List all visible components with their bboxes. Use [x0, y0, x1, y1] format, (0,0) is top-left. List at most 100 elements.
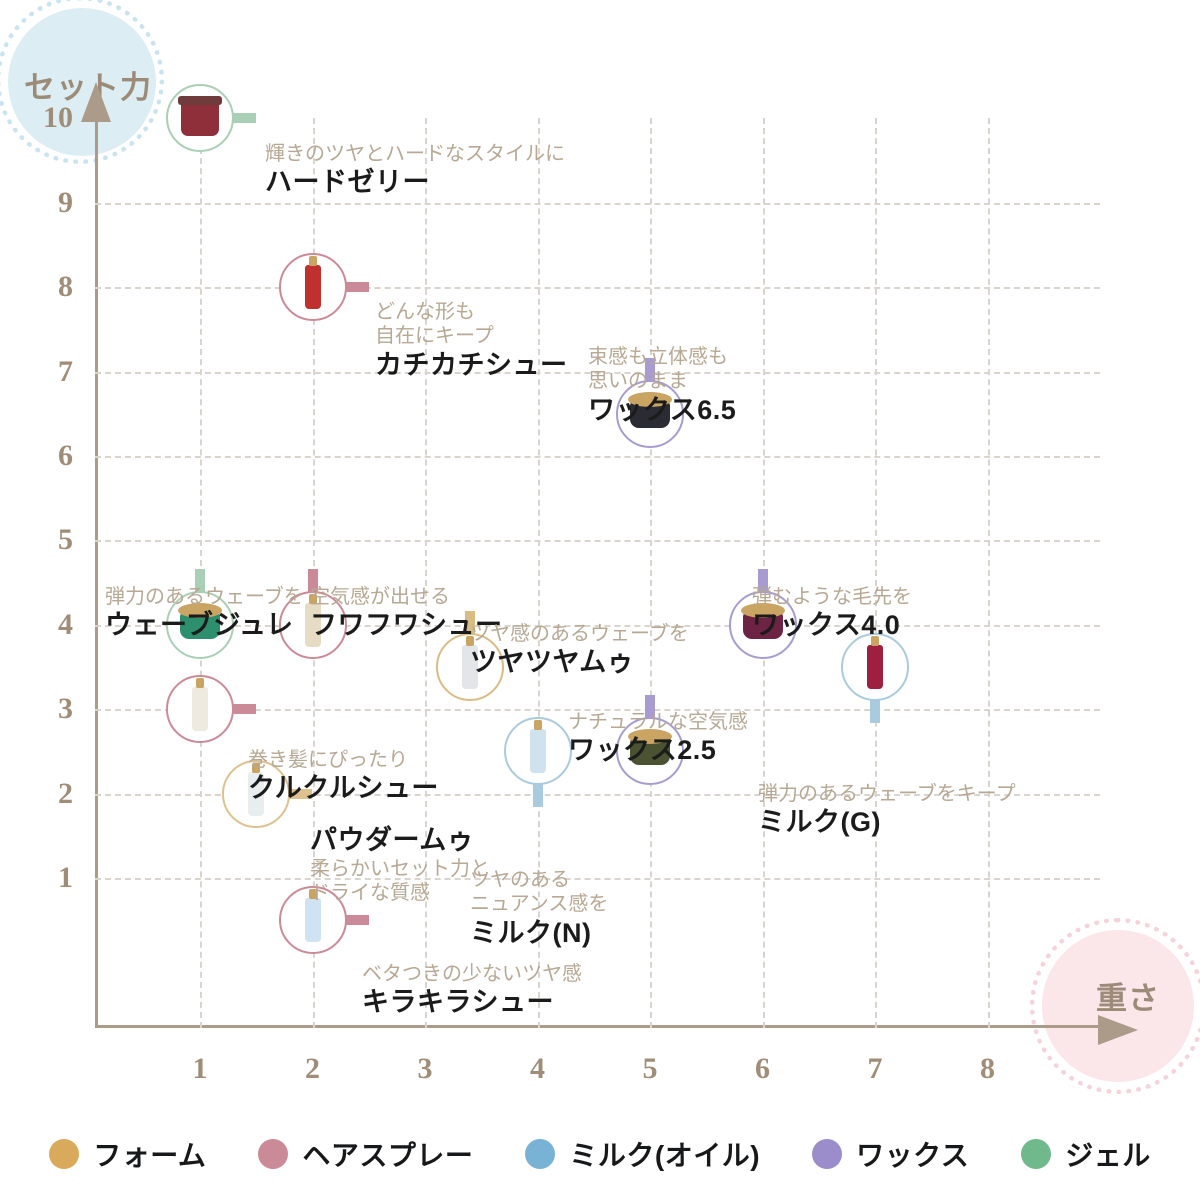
callout-tagline: ナチュラルな空気感 [568, 711, 748, 733]
data-point-marker[interactable] [278, 253, 347, 322]
gridline-vertical [987, 118, 990, 1028]
product-callout: どんな形も 自在にキープ カチカチシュー [375, 300, 568, 382]
y-tick-label-9: 9 [58, 185, 73, 219]
callout-tagline: ニュアンス感を [470, 893, 609, 916]
product-bottle-icon [462, 636, 478, 689]
marker-connector [232, 704, 256, 715]
product-callout: 弾力のあるウェーブを ウェーブジュレ [105, 585, 304, 642]
product-bottle-icon [867, 636, 883, 689]
x-tick-label-4: 4 [530, 1052, 545, 1085]
legend-item-2[interactable]: ミルク(オイル) [525, 1134, 760, 1174]
legend-swatch-icon [258, 1139, 289, 1169]
gridline-horizontal [95, 202, 1100, 205]
y-tick-label-6: 6 [58, 439, 73, 472]
x-axis-title: 重さ [1096, 981, 1160, 1016]
callout-tagline: 束感も立体感も [588, 346, 728, 368]
legend-label: ミルク(オイル) [569, 1140, 761, 1171]
x-tick-label-3: 3 [417, 1052, 433, 1085]
product-callout: ベタつきの少ないツヤ感 キラキラシュー [362, 962, 582, 1019]
y-tick-label-1: 1 [58, 861, 73, 894]
callout-tagline: 巻き髪にぴったり [248, 749, 408, 771]
data-point-marker[interactable] [503, 717, 572, 786]
callout-product-name: ツヤツヤムゥ [470, 647, 635, 678]
data-point-marker[interactable] [436, 633, 504, 701]
legend-label: ワックス [856, 1140, 970, 1171]
callout-product-name: ワックス6.5 [588, 394, 737, 425]
callout-tagline: 柔らかいセット力と [310, 857, 490, 880]
data-point-marker[interactable] [166, 84, 234, 153]
product-callout: 輝きのツヤとハードなスタイルに ハードゼリー [265, 142, 565, 199]
x-tick-label-8: 8 [980, 1052, 995, 1085]
callout-product-name: カチカチシュー [375, 349, 568, 380]
product-callout: ナチュラルな空気感 ワックス2.5 [568, 710, 748, 767]
legend-swatch-icon [1021, 1139, 1052, 1169]
legend-item-1[interactable]: ヘアスプレー [258, 1134, 473, 1174]
product-tub-icon [178, 96, 222, 137]
legend-item-4[interactable]: ジェル [1021, 1134, 1151, 1174]
callout-tagline: ツヤのある [470, 869, 570, 891]
x-tick-label-7: 7 [867, 1052, 883, 1085]
gridline-horizontal [95, 287, 1100, 290]
callout-product-name: ワックス2.5 [568, 735, 717, 766]
legend: フォーム ヘアスプレー ミルク(オイル) ワックス ジェル [0, 1134, 1200, 1174]
callout-tagline: 思いのまま [588, 370, 688, 393]
product-callout: 束感も立体感も 思いのまま ワックス6.5 [588, 345, 736, 427]
callout-tagline: 弾むような毛先を [752, 586, 912, 608]
x-axis-arrow-icon [1098, 1015, 1138, 1045]
callout-product-name: ミルク(G) [758, 807, 881, 838]
x-tick-label-2: 2 [305, 1052, 320, 1085]
product-bottle-icon [192, 678, 208, 732]
x-tick-label-5: 5 [642, 1052, 658, 1085]
callout-tagline: どんな形も [375, 301, 475, 323]
y-tick-label-10: 10 [43, 101, 73, 135]
gridline-vertical [650, 118, 652, 1028]
callout-product-name: キラキラシュー [362, 987, 554, 1018]
marker-connector [232, 113, 256, 124]
callout-product-name: クルクルシュー [248, 773, 439, 804]
legend-label: ジェル [1065, 1140, 1151, 1171]
y-tick-label-4: 4 [58, 607, 73, 641]
product-bottle-icon [529, 720, 546, 774]
callout-tagline: 輝きのツヤとハードなスタイルに [265, 143, 565, 165]
legend-swatch-icon [525, 1139, 556, 1169]
y-tick-label-5: 5 [58, 523, 73, 557]
callout-tagline: 空気感が出せる [310, 586, 450, 608]
product-bottle-icon [304, 256, 321, 310]
callout-tagline: 自在にキープ [375, 325, 494, 348]
legend-swatch-icon [812, 1139, 843, 1169]
marker-connector [465, 611, 475, 635]
x-axis-line [95, 1015, 1138, 1045]
callout-tagline: ツヤ感のあるウェーブを [470, 623, 689, 645]
callout-tagline: 弾力のあるウェーブをキープ [758, 783, 1016, 805]
data-point-marker[interactable] [166, 675, 234, 744]
product-callout: 巻き髪にぴったり クルクルシュー [248, 748, 439, 805]
callout-tagline: 弾力のあるウェーブを [105, 586, 304, 608]
callout-product-name: ハードゼリー [265, 167, 430, 198]
x-tick-label-6: 6 [755, 1052, 770, 1085]
callout-product-name: ワックス4.0 [752, 610, 901, 641]
data-point-marker[interactable] [616, 379, 684, 448]
product-callout: 弾むような毛先を ワックス4.0 [752, 585, 912, 642]
product-callout: ツヤのある ニュアンス感を ミルク(N) [470, 868, 608, 950]
y-axis-arrow-icon [81, 82, 111, 122]
legend-item-0[interactable]: フォーム [49, 1134, 206, 1174]
callout-tagline: ベタつきの少ないツヤ感 [362, 963, 582, 985]
plot-area: 1 2 3 4 5 6 7 8 9 10 1 2 3 4 5 6 7 8 輝きのツヤとハードなスタイルに ハードゼリ… [43, 82, 1138, 1085]
data-point-marker[interactable] [841, 633, 909, 701]
product-callout: パウダームゥ 柔らかいセット力と ドライな質感 [310, 824, 490, 906]
product-callout: ツヤ感のあるウェーブを ツヤツヤムゥ [470, 622, 689, 679]
legend-label: フォーム [93, 1140, 207, 1171]
legend-swatch-icon [49, 1139, 80, 1169]
marker-connector [344, 915, 369, 926]
y-axis-line [81, 82, 111, 1028]
y-tick-label-8: 8 [58, 270, 73, 304]
callout-product-name: ミルク(N) [470, 917, 592, 948]
legend-item-3[interactable]: ワックス [812, 1134, 969, 1174]
y-tick-label-3: 3 [58, 692, 73, 726]
product-callout: 弾力のあるウェーブをキープ ミルク(G) [758, 782, 1016, 839]
y-tick-label-2: 2 [58, 776, 73, 810]
legend-label: ヘアスプレー [302, 1140, 474, 1171]
callout-product-name: パウダームゥ [310, 825, 475, 855]
marker-connector [344, 282, 369, 293]
